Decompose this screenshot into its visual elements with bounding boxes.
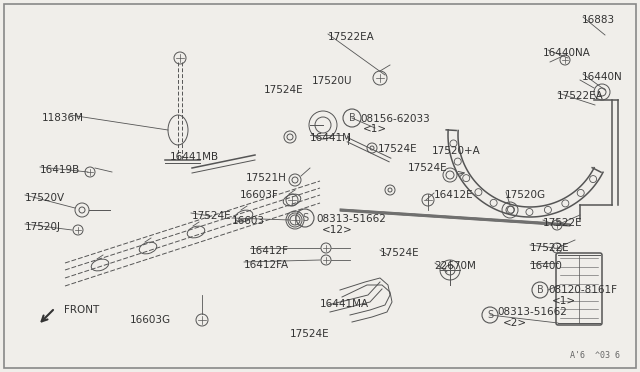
Text: 11836M: 11836M [42, 113, 84, 123]
Text: A'6  ^03 6: A'6 ^03 6 [570, 351, 620, 360]
Text: 16412FA: 16412FA [244, 260, 289, 270]
Text: 17522EA: 17522EA [557, 91, 604, 101]
Text: S: S [487, 310, 493, 320]
Text: 17522E: 17522E [543, 218, 582, 228]
Text: 16603G: 16603G [130, 315, 171, 325]
Text: 08120-8161F: 08120-8161F [548, 285, 617, 295]
Text: 17524E: 17524E [408, 163, 447, 173]
Text: 17524E: 17524E [380, 248, 420, 258]
Text: 16441M: 16441M [310, 133, 352, 143]
Text: <1>: <1> [363, 124, 387, 134]
Text: B: B [349, 113, 355, 123]
Text: <1>: <1> [552, 296, 576, 306]
Text: <2>: <2> [503, 318, 527, 328]
Text: 17524E: 17524E [378, 144, 418, 154]
Text: 17524E: 17524E [290, 329, 330, 339]
Text: 16441MA: 16441MA [320, 299, 369, 309]
Text: FRONT: FRONT [64, 305, 99, 315]
Text: B: B [536, 285, 543, 295]
Text: 17524E: 17524E [192, 211, 232, 221]
Text: 16603: 16603 [232, 216, 265, 226]
Text: 17520G: 17520G [505, 190, 546, 200]
Text: 17522E: 17522E [530, 243, 570, 253]
Text: 16603F: 16603F [240, 190, 279, 200]
Text: S: S [302, 213, 308, 223]
Text: 08313-51662: 08313-51662 [316, 214, 386, 224]
Text: 17524E: 17524E [264, 85, 303, 95]
Text: 17522EA: 17522EA [328, 32, 375, 42]
Text: 08313-51662: 08313-51662 [497, 307, 567, 317]
Text: 08156-62033: 08156-62033 [360, 114, 429, 124]
Text: 16440N: 16440N [582, 72, 623, 82]
Text: 16400: 16400 [530, 261, 563, 271]
Text: 16419B: 16419B [40, 165, 80, 175]
Text: 16883: 16883 [582, 15, 615, 25]
Text: 22670M: 22670M [434, 261, 476, 271]
Text: <12>: <12> [322, 225, 353, 235]
Text: 16440NA: 16440NA [543, 48, 591, 58]
Text: 17520+A: 17520+A [432, 146, 481, 156]
Text: 17520J: 17520J [25, 222, 61, 232]
Text: 17520V: 17520V [25, 193, 65, 203]
Text: 16412F: 16412F [250, 246, 289, 256]
Text: 16412E: 16412E [434, 190, 474, 200]
Text: 16441MB: 16441MB [170, 152, 219, 162]
Text: 17521H: 17521H [246, 173, 287, 183]
Text: 17520U: 17520U [312, 76, 353, 86]
